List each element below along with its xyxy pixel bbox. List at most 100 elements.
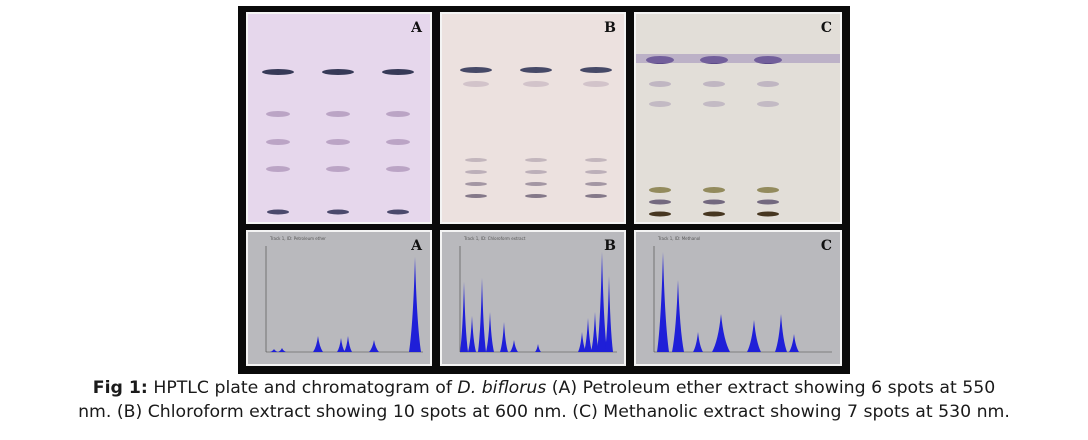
plate-a-lane3-band1 (382, 69, 414, 75)
plate-c-lane1-band3 (649, 101, 671, 107)
plate-b-lane1-band2 (463, 81, 489, 87)
panel-label-c: C (820, 20, 832, 36)
plate-a-lane3-band4 (386, 166, 410, 172)
chromatogram-c-title: Track 1, ID: Methanol (658, 236, 701, 241)
plate-b-lane3-band2 (583, 81, 609, 87)
chrom-b-peak-8 (578, 332, 586, 352)
chrom-c-peak-5 (747, 320, 761, 352)
plate-a-lane3-band5 (387, 209, 409, 215)
hptlc-plate-c: C (634, 12, 842, 224)
plate-c-lane2-band5 (703, 199, 725, 205)
hptlc-plate-b: B (440, 12, 626, 224)
plate-c-lane2-band6 (703, 211, 725, 217)
plate-b-lane1-band4 (465, 170, 487, 174)
chrom-b-peak-10 (591, 312, 599, 352)
figure-caption: Fig 1: HPTLC plate and chromatogram of D… (0, 376, 1088, 424)
chrom-b-peak-3 (478, 278, 486, 352)
plate-a-lane3-band2 (386, 111, 410, 117)
plate-b-image (442, 14, 624, 222)
caption-label: Fig 1: (92, 378, 148, 398)
chrom-a-peak-4 (337, 338, 345, 352)
chrom-label-a: A (411, 238, 422, 254)
caption-line-2: nm. (B) Chloroform extract showing 10 sp… (78, 402, 1010, 422)
plate-b-lane3-band5 (585, 182, 607, 186)
chromatogram-b: Track 1, ID: Chloroform extract B (440, 230, 626, 366)
plate-c-lane1-band4 (649, 187, 671, 193)
chrom-c-peak-3 (693, 332, 703, 352)
plate-c-lane3-band2 (757, 81, 779, 87)
caption-line-1: Fig 1: HPTLC plate and chromatogram of D… (0, 376, 1088, 400)
figure-frame: A B C Track 1, ID: Petroleum ether A (238, 6, 850, 374)
plate-c-lane2-band3 (703, 101, 725, 107)
plate-c-lane3-band3 (757, 101, 779, 107)
panel-label-b: B (604, 20, 616, 36)
chrom-b-peak-4 (486, 312, 494, 352)
plate-b-lane2-band4 (525, 170, 547, 174)
plate-b-lane1-band1 (460, 67, 492, 73)
plate-b-lane3-band4 (585, 170, 607, 174)
chrom-b-peak-9 (584, 318, 592, 352)
plate-b-lane2-band1 (520, 67, 552, 73)
chrom-c-peak-6 (775, 314, 787, 352)
plate-c-image (636, 14, 840, 222)
caption-text-after: (A) Petroleum ether extract showing 6 sp… (546, 378, 996, 398)
plate-c-lane3-band4 (757, 187, 779, 193)
panel-label-a: A (411, 20, 422, 36)
chrom-b-peak-1 (460, 282, 468, 352)
hptlc-plate-a: A (246, 12, 432, 224)
plate-b-lane2-band6 (525, 194, 547, 198)
plate-b-lane2-band3 (525, 158, 547, 162)
chrom-c-peak-1 (657, 252, 669, 352)
plate-a-lane2-band1 (322, 69, 354, 75)
chromatogram-a: Track 1, ID: Petroleum ether A (246, 230, 432, 366)
chrom-b-peak-7 (535, 344, 541, 352)
plate-b-lane3-band6 (585, 194, 607, 198)
plate-c-lane2-band4 (703, 187, 725, 193)
plate-c-lane1-band6 (649, 211, 671, 217)
chromatogram-a-title: Track 1, ID: Petroleum ether (270, 236, 326, 241)
plate-b-lane2-band2 (523, 81, 549, 87)
plate-a-image (248, 14, 430, 222)
chromatogram-c-plot (653, 246, 832, 353)
plate-a-lane2-band3 (326, 139, 350, 145)
chromatogram-b-plot (459, 246, 617, 353)
chrom-a-peak-1 (270, 349, 278, 352)
chromatogram-b-title: Track 1, ID: Chloroform extract (464, 236, 526, 241)
chrom-b-peak-11 (597, 252, 607, 352)
plate-a-lane2-band4 (326, 166, 350, 172)
chrom-b-peak-5 (500, 322, 508, 352)
plate-b-lane1-band3 (465, 158, 487, 162)
caption-species: D. biflorus (457, 378, 547, 398)
chrom-a-peak-2 (278, 348, 286, 352)
plate-c-lane2-band1 (700, 56, 728, 64)
plate-b-lane1-band5 (465, 182, 487, 186)
plate-a-lane2-band2 (326, 111, 350, 117)
chrom-c-peak-7 (789, 334, 799, 352)
chrom-label-c: C (820, 238, 832, 254)
plate-c-lane3-band6 (757, 211, 779, 217)
plate-a-lane1-band1 (262, 69, 294, 75)
plate-a-lane3-band3 (386, 139, 410, 145)
plate-c-solvent-front (636, 54, 840, 63)
chromatogram-c: Track 1, ID: Methanol C (634, 230, 842, 366)
plate-a-lane1-band3 (266, 139, 290, 145)
plate-b-lane2-band5 (525, 182, 547, 186)
plate-c-lane1-band5 (649, 199, 671, 205)
plate-a-lane1-band4 (266, 166, 290, 172)
plate-c-lane3-band1 (754, 56, 782, 64)
plate-a-lane1-band2 (266, 111, 290, 117)
plate-b-lane1-band6 (465, 194, 487, 198)
plate-c-lane2-band2 (703, 81, 725, 87)
chrom-a-peak-6 (369, 340, 379, 352)
plate-a-lane1-band5 (267, 209, 289, 215)
chrom-a-peak-5 (344, 336, 352, 352)
chrom-a-peak-7 (409, 257, 421, 352)
chrom-c-peak-2 (672, 280, 684, 352)
plate-c-lane3-band5 (757, 199, 779, 205)
plate-b-lane3-band1 (580, 67, 612, 73)
chromatogram-a-plot (265, 246, 423, 353)
chrom-c-peak-4 (712, 314, 730, 352)
plate-c-lane1-band1 (646, 56, 674, 64)
chrom-a-peak-3 (313, 336, 323, 352)
chrom-b-peak-6 (510, 340, 518, 352)
